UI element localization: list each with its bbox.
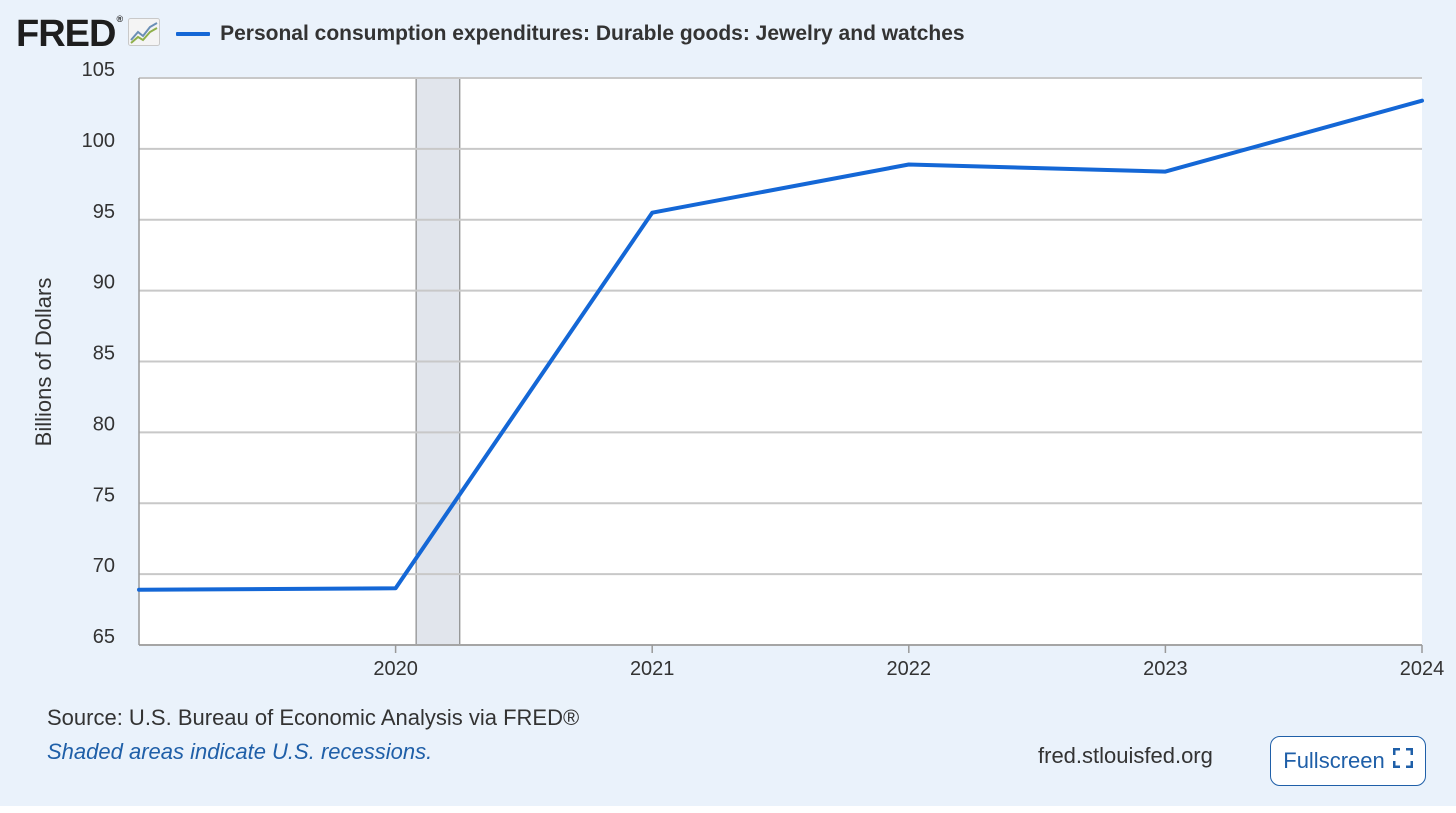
chart-header: FRED® Personal consumption expenditures:… — [16, 14, 965, 54]
fred-logo[interactable]: FRED® — [16, 13, 123, 55]
y-tick-label: 85 — [93, 343, 115, 365]
chart-plot: 65 70 75 80 85 90 95 100 105 2020 2021 2022 2023 202… — [31, 59, 1445, 680]
recession-note: Shaded areas indicate U.S. recessions. — [47, 739, 433, 764]
data-point[interactable] — [1419, 98, 1425, 104]
series-line[interactable] — [137, 98, 1424, 592]
x-tick-label: 2023 — [1143, 658, 1188, 680]
data-point[interactable] — [136, 587, 142, 593]
trend-chart-icon — [128, 17, 161, 51]
y-tick-label: 80 — [93, 413, 115, 435]
fullscreen-label: Fullscreen — [1283, 748, 1385, 773]
x-tick-label: 2020 — [373, 658, 418, 680]
y-axis-label: Billions of Dollars — [31, 278, 56, 447]
y-tick-label: 70 — [93, 555, 115, 577]
fred-logo-reg: ® — [116, 14, 123, 24]
x-tick-label: 2022 — [887, 658, 932, 680]
legend-swatch — [176, 32, 211, 36]
expand-icon — [1392, 747, 1414, 774]
site-url-link[interactable]: fred.stlouisfed.org — [1038, 743, 1213, 768]
y-tick-label: 75 — [93, 484, 115, 506]
x-tick-label: 2021 — [630, 658, 675, 680]
y-tick-label: 95 — [93, 201, 115, 223]
data-point[interactable] — [649, 210, 655, 216]
y-tick-label: 65 — [93, 626, 115, 648]
y-tick-label: 105 — [82, 59, 115, 81]
data-point[interactable] — [393, 585, 399, 591]
data-point[interactable] — [1162, 169, 1168, 175]
x-tick-label: 2024 — [1400, 658, 1445, 680]
fullscreen-button[interactable]: Fullscreen — [1270, 736, 1426, 786]
y-tick-label: 90 — [93, 272, 115, 294]
legend-label: Personal consumption expenditures: Durab… — [220, 22, 965, 45]
y-tick-label: 100 — [82, 130, 115, 152]
data-point[interactable] — [906, 161, 912, 167]
fred-logo-text: FRED — [16, 13, 116, 55]
source-note: Source: U.S. Bureau of Economic Analysis… — [47, 705, 580, 730]
